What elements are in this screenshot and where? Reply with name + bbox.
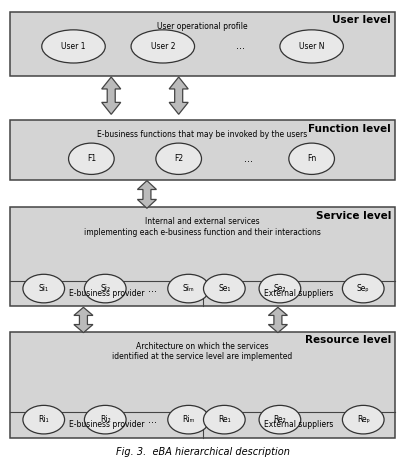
Polygon shape <box>102 77 121 114</box>
Polygon shape <box>74 307 93 333</box>
Text: E-business provider: E-business provider <box>68 420 144 429</box>
Ellipse shape <box>203 274 245 303</box>
Text: ...: ... <box>323 283 332 294</box>
Text: Se₁: Se₁ <box>218 284 230 293</box>
Ellipse shape <box>168 274 209 303</box>
Text: User N: User N <box>299 42 324 51</box>
Text: Si₁: Si₁ <box>39 284 49 293</box>
Text: Si₂: Si₂ <box>100 284 110 293</box>
Text: E-business functions that may be invoked by the users: E-business functions that may be invoked… <box>97 130 308 139</box>
Text: User operational profile: User operational profile <box>157 22 248 31</box>
Text: ...: ... <box>236 41 245 51</box>
Bar <box>10 332 395 438</box>
Bar <box>10 12 395 76</box>
Ellipse shape <box>168 406 209 434</box>
Text: Fig. 3.  eBA hierarchical description: Fig. 3. eBA hierarchical description <box>115 447 290 457</box>
Text: Architecture on which the services
identified at the service level are implement: Architecture on which the services ident… <box>112 342 293 361</box>
Text: Service level: Service level <box>315 211 391 221</box>
Ellipse shape <box>342 274 384 303</box>
Text: Ri₂: Ri₂ <box>100 415 111 424</box>
Ellipse shape <box>84 274 126 303</box>
Text: Siₘ: Siₘ <box>183 284 194 293</box>
Ellipse shape <box>84 406 126 434</box>
Ellipse shape <box>23 274 64 303</box>
Ellipse shape <box>68 143 114 174</box>
Text: Resource level: Resource level <box>305 336 391 345</box>
Text: Function level: Function level <box>308 124 391 133</box>
Text: Reₚ: Reₚ <box>357 415 370 424</box>
Polygon shape <box>137 180 156 208</box>
Text: ...: ... <box>148 283 158 294</box>
Text: F1: F1 <box>87 154 96 163</box>
Text: External suppliers: External suppliers <box>264 289 333 298</box>
Ellipse shape <box>23 406 64 434</box>
Text: User 1: User 1 <box>61 42 86 51</box>
Bar <box>10 207 395 306</box>
Ellipse shape <box>203 406 245 434</box>
Polygon shape <box>269 307 288 333</box>
Text: F2: F2 <box>174 154 183 163</box>
Text: Fn: Fn <box>307 154 316 163</box>
Ellipse shape <box>259 274 301 303</box>
Text: User level: User level <box>332 16 391 25</box>
Text: Seₚ: Seₚ <box>357 284 369 293</box>
Ellipse shape <box>42 30 105 63</box>
Ellipse shape <box>342 406 384 434</box>
Ellipse shape <box>259 406 301 434</box>
Text: Re₂: Re₂ <box>273 415 286 424</box>
Text: Se₂: Se₂ <box>274 284 286 293</box>
Text: ...: ... <box>244 154 253 164</box>
Text: Internal and external services
implementing each e-business function and their i: Internal and external services implement… <box>84 218 321 237</box>
Text: External suppliers: External suppliers <box>264 420 333 429</box>
Text: User 2: User 2 <box>151 42 175 51</box>
Text: ...: ... <box>323 415 332 425</box>
Ellipse shape <box>131 30 194 63</box>
Ellipse shape <box>280 30 343 63</box>
Ellipse shape <box>156 143 202 174</box>
Text: E-business provider: E-business provider <box>68 289 144 298</box>
Ellipse shape <box>289 143 335 174</box>
Text: Ri₁: Ri₁ <box>38 415 49 424</box>
Bar <box>10 120 395 180</box>
Text: ...: ... <box>148 415 158 425</box>
Text: Re₁: Re₁ <box>218 415 230 424</box>
Text: Riₘ: Riₘ <box>183 415 195 424</box>
Polygon shape <box>169 77 188 114</box>
